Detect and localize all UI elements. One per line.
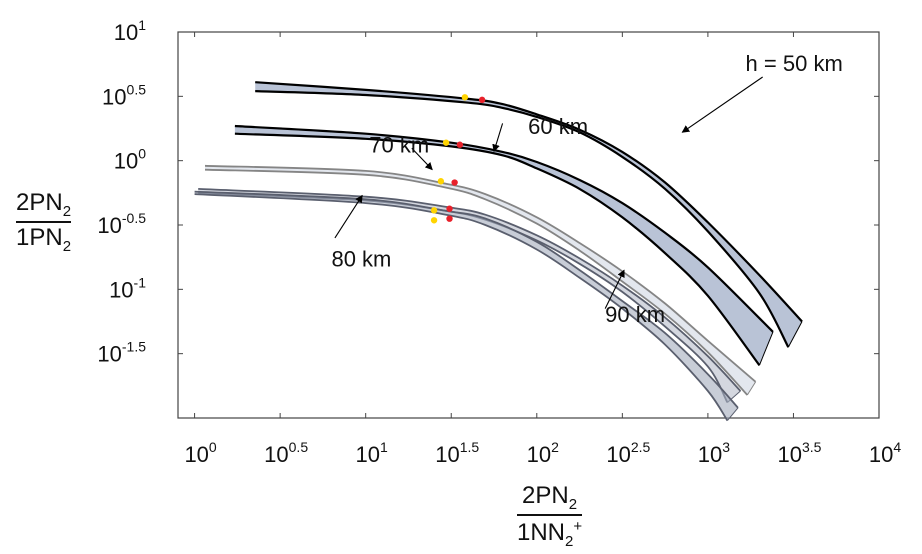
x-tick-label: 102.5 <box>606 439 650 467</box>
series-bands <box>194 81 803 422</box>
series-lower-line <box>255 90 790 348</box>
x-tick-label: 104 <box>869 439 901 467</box>
annotation-label: 60 km <box>528 114 588 139</box>
x-tick-label: 100 <box>184 439 216 467</box>
y-tick-label: 10-1.5 <box>97 339 146 367</box>
y-tick-label: 100.5 <box>102 81 146 109</box>
series-upper-line <box>198 188 742 392</box>
series-band-fill <box>205 165 756 395</box>
point-marker <box>456 141 464 148</box>
y-axis-label-denominator: 1PN2 <box>16 223 72 255</box>
series-end-cap <box>787 321 803 348</box>
annotation-label: 80 km <box>331 246 391 271</box>
axis-ticks <box>178 31 880 418</box>
x-tick-label: 101.5 <box>435 439 479 467</box>
annotation-label: 90 km <box>605 302 665 327</box>
annotation-arrow <box>492 123 504 153</box>
x-axis-label-numerator: 2PN2 <box>517 484 583 516</box>
annotation-label: h = 50 km <box>746 51 843 76</box>
series-lower-line <box>234 132 761 366</box>
x-tick-label: 101 <box>356 439 388 467</box>
point-marker <box>461 94 469 101</box>
series-upper-line <box>255 81 803 323</box>
point-marker <box>446 205 453 212</box>
annotation-arrow <box>411 147 433 171</box>
x-tick-label: 102 <box>527 439 559 467</box>
x-axis-label-denominator: 1NN2+ <box>517 517 583 550</box>
x-tick-label: 103 <box>698 439 730 467</box>
y-tick-label: 10-1 <box>109 274 146 302</box>
point-marker <box>430 217 438 224</box>
y-tick-label: 100 <box>114 146 146 174</box>
y-axis-label: 2PN2 1PN2 <box>16 191 72 255</box>
point-marker <box>451 179 458 186</box>
series-upper-line <box>194 190 739 409</box>
series-band-fill <box>198 188 741 403</box>
x-tick-label: 100.5 <box>264 439 308 467</box>
annotation-arrow <box>681 76 763 133</box>
series-lower-line <box>204 168 748 396</box>
series-upper-line <box>234 124 774 333</box>
point-marker <box>478 96 486 104</box>
x-axis-label: 2PN2 1NN2+ <box>517 484 583 550</box>
annotation-arrow <box>604 269 625 309</box>
tick-labels: 100 100.5 101 101.5 102 102.5 103 103.5 104 101 10… <box>97 17 901 467</box>
series-lower-line <box>194 193 729 422</box>
y-axis-label-numerator: 2PN2 <box>16 191 72 223</box>
series-upper-line <box>204 164 757 383</box>
point-markers <box>430 94 486 224</box>
series-band-fill <box>234 126 773 366</box>
point-marker <box>437 178 445 185</box>
point-marker <box>430 207 438 214</box>
x-tick-label: 103.5 <box>777 439 821 467</box>
point-marker <box>446 215 453 222</box>
series-end-cap <box>758 331 774 366</box>
series-end-cap <box>746 381 757 396</box>
annotations: h = 50 km 60 km 70 km 80 km 90 km <box>331 51 842 327</box>
y-tick-label: 10-0.5 <box>97 210 146 238</box>
annotation-label: 70 km <box>369 133 429 158</box>
annotation-arrow <box>334 194 363 239</box>
point-marker <box>442 139 450 146</box>
series-end-cap <box>727 407 739 421</box>
y-tick-label: 101 <box>114 17 146 45</box>
